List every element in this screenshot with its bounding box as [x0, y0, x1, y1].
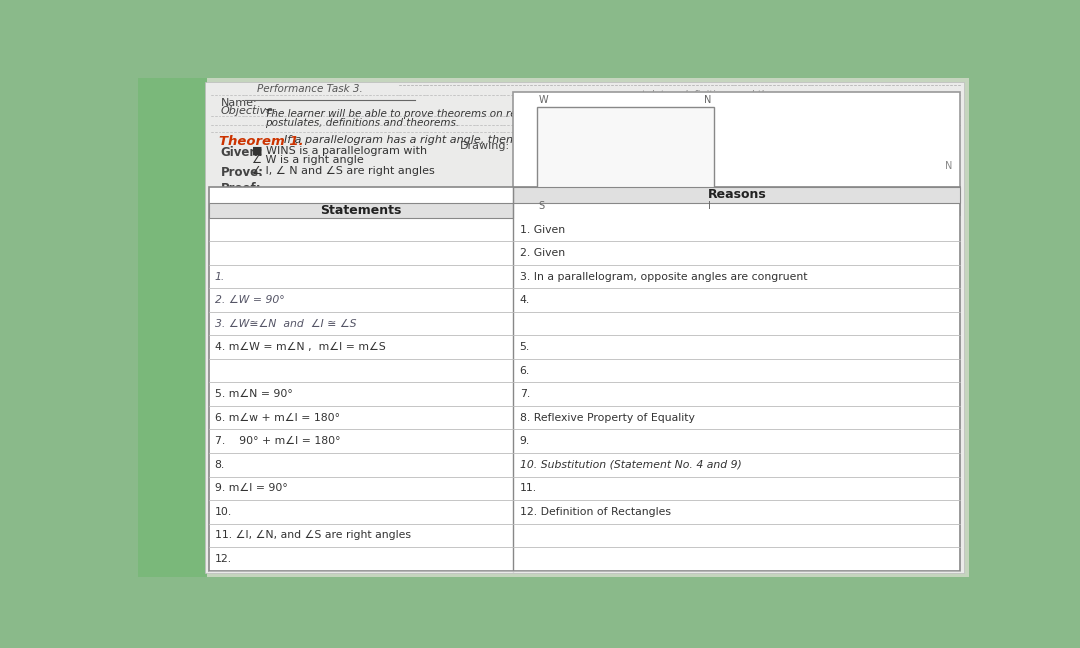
Text: N: N [704, 95, 712, 106]
Text: 10.: 10. [215, 507, 232, 517]
Text: 11.: 11. [519, 483, 537, 493]
Text: Drawing:: Drawing: [459, 141, 510, 150]
Text: 12. Definition of Rectangles: 12. Definition of Rectangles [519, 507, 671, 517]
Text: 7.    90° + m∠I = 180°: 7. 90° + m∠I = 180° [215, 436, 340, 446]
Text: Statements: Statements [321, 203, 402, 216]
Text: S: S [539, 201, 545, 211]
Text: 3. ∠W≅∠N  and  ∠I ≅ ∠S: 3. ∠W≅∠N and ∠I ≅ ∠S [215, 319, 356, 329]
Text: postulates, definitions and theorems.: postulates, definitions and theorems. [624, 90, 807, 100]
Text: 1.: 1. [215, 272, 225, 282]
Text: 4. m∠W = m∠N ,  m∠I = m∠S: 4. m∠W = m∠N , m∠I = m∠S [215, 342, 386, 353]
Text: Prove:: Prove: [220, 165, 264, 179]
Text: 10. Substitution (Statement No. 4 and 9): 10. Substitution (Statement No. 4 and 9) [519, 460, 741, 470]
Text: Reasons: Reasons [707, 189, 766, 202]
Text: The learner will be able to prove theorems on rectangles using: The learner will be able to prove theore… [265, 110, 592, 119]
Text: 4.: 4. [519, 295, 530, 305]
Text: Proof:: Proof: [220, 181, 261, 194]
Bar [513, 91, 960, 215]
Text: 11. ∠I, ∠N, and ∠S are right angles: 11. ∠I, ∠N, and ∠S are right angles [215, 530, 410, 540]
Bar [513, 187, 960, 202]
Text: N: N [945, 161, 953, 170]
Polygon shape [138, 78, 207, 577]
Bar [208, 187, 960, 570]
Text: 2. ∠W = 90°: 2. ∠W = 90° [215, 295, 284, 305]
Text: 5.: 5. [519, 342, 530, 353]
Text: 1. Given: 1. Given [519, 225, 565, 235]
Text: postulates, definitions and theorems.: postulates, definitions and theorems. [265, 118, 459, 128]
Text: Performance Task 3.: Performance Task 3. [257, 84, 363, 94]
Text: 8. Reflexive Property of Equality: 8. Reflexive Property of Equality [519, 413, 694, 422]
Text: 3. In a parallelogram, opposite angles are congruent: 3. In a parallelogram, opposite angles a… [519, 272, 807, 282]
Text: ∠ W is a right angle: ∠ W is a right angle [252, 155, 363, 165]
Text: 9. m∠I = 90°: 9. m∠I = 90° [215, 483, 287, 493]
Text: 9.: 9. [519, 436, 530, 446]
Text: Objective:: Objective: [220, 106, 278, 116]
Text: ■ WINS is a parallelogram with: ■ WINS is a parallelogram with [252, 146, 427, 156]
Text: Name:: Name: [220, 98, 257, 108]
Text: Given:: Given: [220, 146, 264, 159]
Text: 8.: 8. [215, 460, 225, 470]
Text: I: I [708, 201, 712, 211]
Bar [208, 203, 513, 218]
Text: 7.: 7. [519, 389, 530, 399]
Text: 5. m∠N = 90°: 5. m∠N = 90° [215, 389, 293, 399]
Text: 6. m∠w + m∠I = 180°: 6. m∠w + m∠I = 180° [215, 413, 340, 422]
Text: If a parallelogram has a right angle, then it has four right angles and the para: If a parallelogram has a right angle, th… [284, 135, 853, 145]
Polygon shape [207, 78, 970, 577]
Bar [537, 107, 714, 200]
Text: 12.: 12. [215, 554, 232, 564]
Text: 2. Given: 2. Given [519, 248, 565, 258]
Text: ∠ I, ∠ N and ∠S are right angles: ∠ I, ∠ N and ∠S are right angles [252, 165, 434, 176]
Text: W: W [539, 95, 549, 106]
Text: 6.: 6. [519, 365, 530, 376]
Text: Theorem 1.: Theorem 1. [218, 135, 303, 148]
